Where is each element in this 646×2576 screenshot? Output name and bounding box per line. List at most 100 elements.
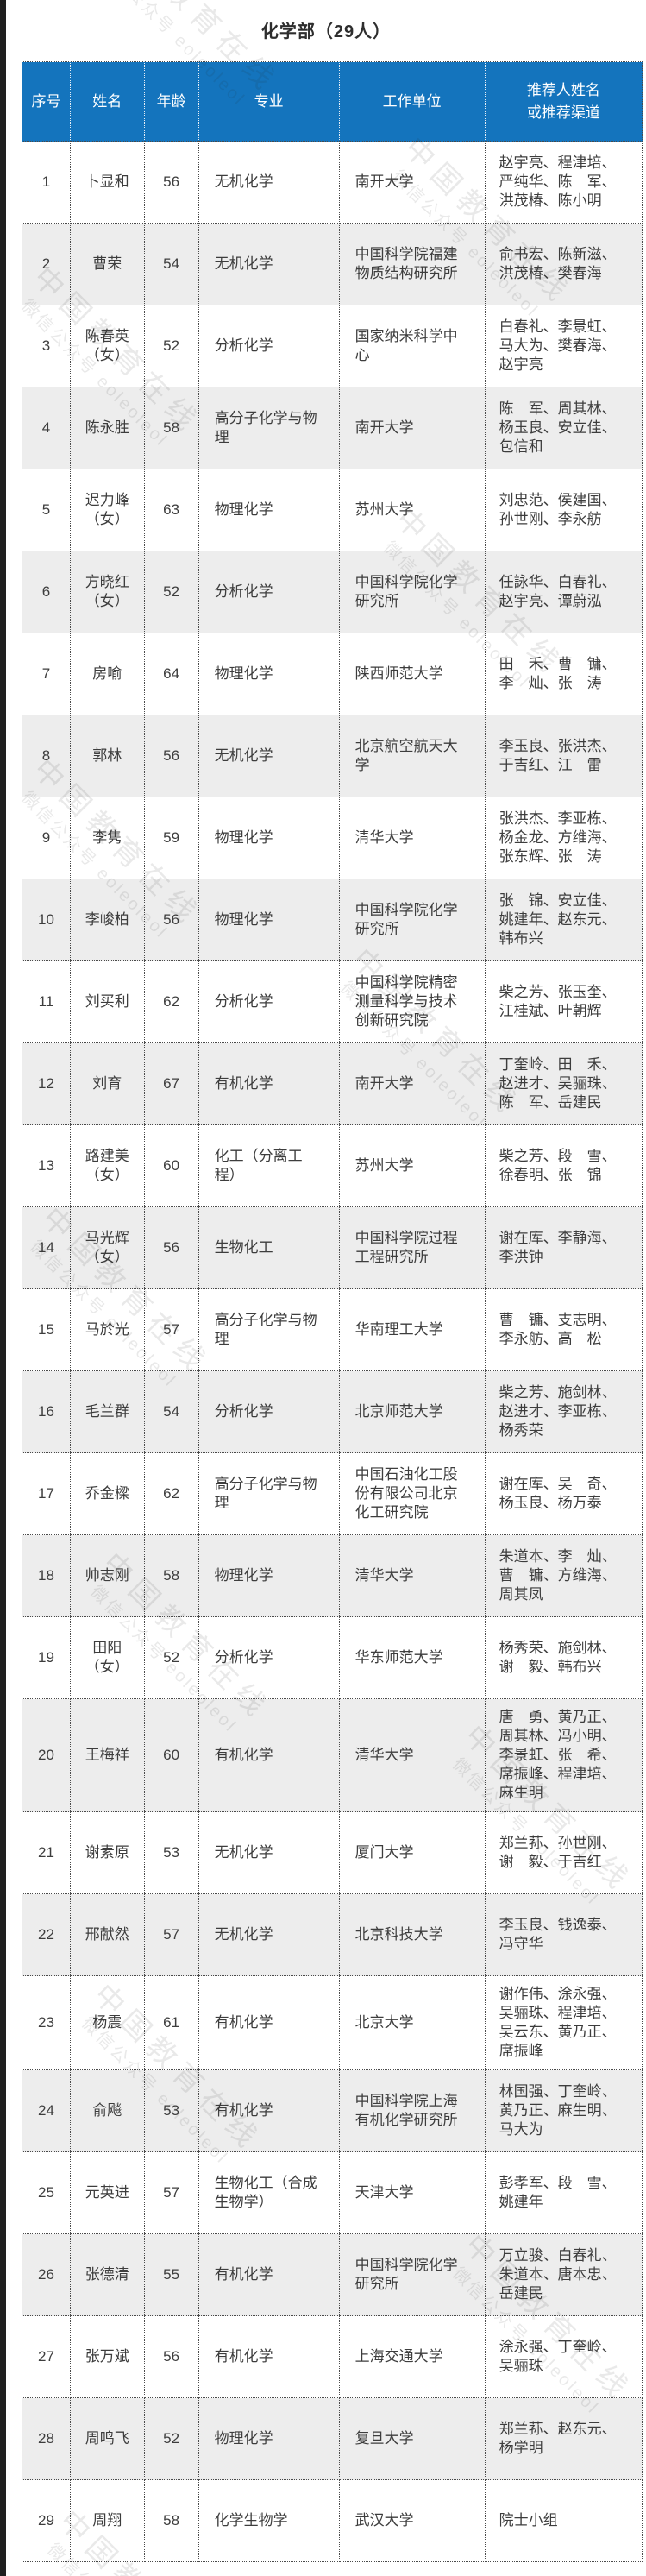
cell-no: 18 [22, 1534, 71, 1617]
cell-name: 王梅祥 [70, 1698, 145, 1812]
table-row: 20 王梅祥 60 有机化学 清华大学唐 勇、黄乃正、周其林、冯小明、李景虹、张 希、席… [22, 1698, 643, 1812]
cell-no: 14 [22, 1206, 71, 1289]
cell-org: 中国科学院化学研究所 [338, 2233, 486, 2316]
cell-age: 63 [143, 469, 199, 551]
cell-no: 17 [22, 1452, 71, 1535]
cell-no: 7 [22, 633, 71, 715]
cell-rec: 林国强、丁奎岭、黄乃正、麻生明、马大为 [484, 2069, 643, 2152]
cell-age: 54 [143, 223, 199, 305]
cell-org: 清华大学 [338, 1534, 486, 1617]
cell-name: 元英进 [70, 2151, 145, 2234]
cell-major: 无机化学 [198, 141, 340, 224]
cell-no: 2 [22, 223, 71, 305]
cell-org: 北京科技大学 [338, 1893, 486, 1976]
cell-major: 无机化学 [198, 1893, 340, 1976]
cell-major: 有机化学 [198, 1042, 340, 1125]
cell-rec: 涂永强、丁奎岭、吴骊珠 [484, 2315, 643, 2398]
column-header-org: 工作单位 [338, 61, 486, 142]
table-row: 23 杨震 61 有机化学 北京大学 谢作伟、涂永强、吴骊珠、程津培、吴云东、黄乃正、席振… [22, 1975, 643, 2070]
cell-no: 10 [22, 879, 71, 961]
cell-name: 曹荣 [70, 223, 145, 305]
cell-major: 有机化学 [198, 2315, 340, 2398]
cell-age: 58 [143, 1534, 199, 1617]
cell-age: 58 [143, 2479, 199, 2562]
cell-major: 物理化学 [198, 1534, 340, 1617]
cell-major: 生物化工（合成生物学） [198, 2151, 340, 2234]
cell-no: 23 [22, 1975, 71, 2070]
cell-rec: 郑兰荪、孙世刚、谢 毅、于吉红 [484, 1811, 643, 1894]
cell-rec: 田 禾、曹 镛、李 灿、张 涛 [484, 633, 643, 715]
cell-org: 中国科学院福建物质结构研究所 [338, 223, 486, 305]
cell-age: 57 [143, 1288, 199, 1371]
cell-age: 67 [143, 1042, 199, 1125]
cell-age: 62 [143, 960, 199, 1043]
cell-org: 厦门大学 [338, 1811, 486, 1894]
cell-org: 南开大学 [338, 1042, 486, 1125]
cell-name: 陈永胜 [70, 387, 145, 469]
page-title: 化学部（29人） [260, 22, 392, 41]
cell-rec: 杨秀荣、施剑林、谢 毅、韩布兴 [484, 1616, 643, 1699]
cell-major: 物理化学 [198, 469, 340, 551]
cell-rec: 任詠华、白春礼、赵宇亮、谭蔚泓 [484, 551, 643, 633]
cell-name: 马光辉（女） [70, 1206, 145, 1289]
table-row: 22 邢献然 57 无机化学 北京科技大学 李玉良、钱逸泰、冯守华 [22, 1893, 643, 1976]
cell-major: 有机化学 [198, 1698, 340, 1812]
cell-rec: 谢作伟、涂永强、吴骊珠、程津培、吴云东、黄乃正、席振峰 [484, 1975, 643, 2070]
cell-name: 李峻柏 [70, 879, 145, 961]
table-row: 4 陈永胜 58 高分子化学与物理 南开大学陈 军、周其林、杨玉良、安立佳、包信和 [22, 387, 643, 469]
cell-major: 物理化学 [198, 797, 340, 879]
cell-no: 1 [22, 141, 71, 224]
cell-org: 华南理工大学 [338, 1288, 486, 1371]
cell-age: 58 [143, 387, 199, 469]
table-row: 21 谢素原 53 无机化学 厦门大学 郑兰荪、孙世刚、谢 毅、于吉红 [22, 1811, 643, 1894]
cell-name: 卜显和 [70, 141, 145, 224]
table-row: 13 路建美（女） 60 化工（分离工程） 苏州大学 柴之芳、段 雪、徐春明、张 锦 [22, 1124, 643, 1207]
cell-rec: 李玉良、钱逸泰、冯守华 [484, 1893, 643, 1976]
table-row: 10 李峻柏 56 物理化学 中国科学院化学研究所张 锦、安立佳、姚建年、赵东元、韩布兴 [22, 879, 643, 961]
cell-rec: 郑兰荪、赵东元、杨学明 [484, 2397, 643, 2480]
cell-major: 分析化学 [198, 960, 340, 1043]
table-row: 25 元英进 57 生物化工（合成生物学） 天津大学 彭孝军、段 雪、姚建年 [22, 2151, 643, 2234]
cell-age: 62 [143, 1452, 199, 1535]
cell-org: 苏州大学 [338, 469, 486, 551]
cell-major: 分析化学 [198, 305, 340, 387]
cell-no: 21 [22, 1811, 71, 1894]
cell-org: 南开大学 [338, 387, 486, 469]
cell-name: 路建美（女） [70, 1124, 145, 1207]
cell-name: 迟力峰（女） [70, 469, 145, 551]
table-row: 18 帅志刚 58 物理化学 清华大学 朱道本、李 灿、曹 镛、方维海、周其凤 [22, 1534, 643, 1617]
cell-rec: 院士小组 [484, 2479, 643, 2562]
cell-rec: 俞书宏、陈新滋、洪茂椿、樊春海 [484, 223, 643, 305]
cell-org: 北京大学 [338, 1975, 486, 2070]
cell-major: 有机化学 [198, 2069, 340, 2152]
cell-no: 28 [22, 2397, 71, 2480]
cell-age: 64 [143, 633, 199, 715]
cell-name: 帅志刚 [70, 1534, 145, 1617]
cell-rec: 谢在库、李静海、李洪钟 [484, 1206, 643, 1289]
cell-name: 俞飚 [70, 2069, 145, 2152]
cell-rec: 谢在库、吴 奇、杨玉良、杨万泰 [484, 1452, 643, 1535]
cell-no: 6 [22, 551, 71, 633]
cell-org: 南开大学 [338, 141, 486, 224]
cell-major: 生物化工 [198, 1206, 340, 1289]
cell-org: 复旦大学 [338, 2397, 486, 2480]
cell-major: 分析化学 [198, 551, 340, 633]
cell-org: 天津大学 [338, 2151, 486, 2234]
cell-age: 57 [143, 1893, 199, 1976]
cell-rec: 唐 勇、黄乃正、周其林、冯小明、李景虹、张 希、席振峰、程津培、麻生明 [484, 1698, 643, 1812]
cell-org: 中国石油化工股份有限公司北京化工研究院 [338, 1452, 486, 1535]
table-row: 11 刘买利 62 分析化学 中国科学院精密测量科学与技术创新研究院 柴之芳、张玉奎、江桂… [22, 960, 643, 1043]
cell-name: 谢素原 [70, 1811, 145, 1894]
cell-major: 化工（分离工程） [198, 1124, 340, 1207]
table-row: 29 周翔 58 化学生物学 武汉大学 院士小组 [22, 2479, 643, 2562]
cell-age: 56 [143, 879, 199, 961]
table-row: 3 陈春英（女） 52 分析化学 国家纳米科学中心 白春礼、李景虹、马大为、樊春海、赵宇亮 [22, 305, 643, 387]
cell-no: 22 [22, 1893, 71, 1976]
cell-age: 55 [143, 2233, 199, 2316]
cell-major: 有机化学 [198, 1975, 340, 2070]
cell-org: 清华大学 [338, 797, 486, 879]
cell-no: 8 [22, 715, 71, 797]
left-edge-strip [0, 0, 6, 2576]
cell-org: 国家纳米科学中心 [338, 305, 486, 387]
